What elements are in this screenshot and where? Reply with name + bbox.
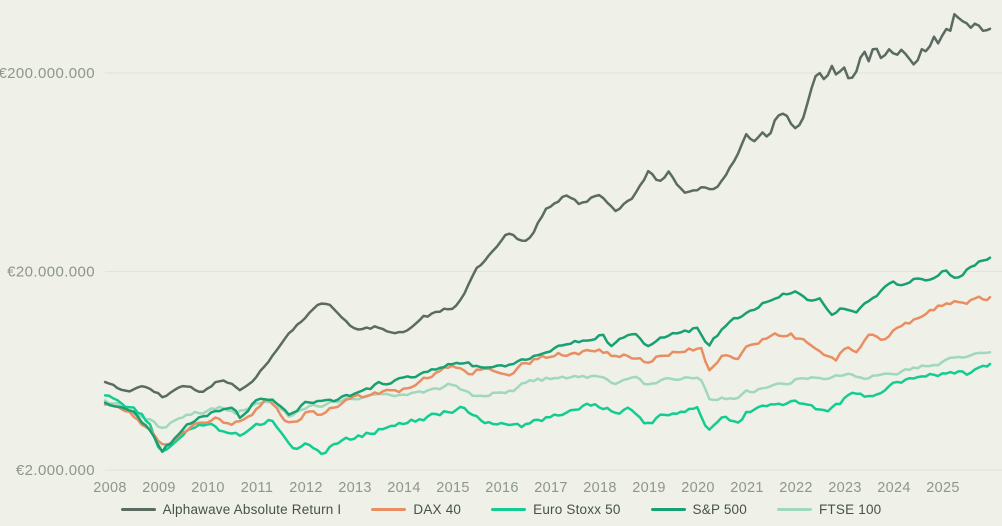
chart-legend: Alphawave Absolute Return I DAX 40 Euro St… xyxy=(0,502,1002,517)
x-tick-label-2011: 2011 xyxy=(241,480,273,496)
series-line-dax-40 xyxy=(103,295,992,446)
x-tick-label-2024: 2024 xyxy=(877,480,910,496)
legend-swatch-euro-stoxx-50 xyxy=(491,508,527,511)
x-tick-label-2021: 2021 xyxy=(730,480,763,496)
x-tick-label-2010: 2010 xyxy=(191,480,224,496)
x-tick-label-2022: 2022 xyxy=(779,480,812,496)
x-tick-label-2013: 2013 xyxy=(338,480,371,496)
y-axis: €200.000.000 €20.000.000 €2.000.000 xyxy=(0,65,95,479)
legend-swatch-s-p-500 xyxy=(650,508,686,511)
series-line-s-p-500 xyxy=(103,256,992,454)
legend-label-euro-stoxx-50: Euro Stoxx 50 xyxy=(533,502,621,517)
legend-item-ftse-100[interactable]: FTSE 100 xyxy=(776,502,882,517)
y-tick-label-200m: €200.000.000 xyxy=(0,65,95,82)
x-axis: 2008 2009 2010 2011 2012 2013 2014 2015 2016 2017… xyxy=(93,480,959,496)
series-lines xyxy=(103,12,992,456)
legend-swatch-ftse-100 xyxy=(776,508,812,511)
y-tick-label-2m: €2.000.000 xyxy=(16,462,95,479)
x-tick-label-2008: 2008 xyxy=(93,480,126,496)
legend-swatch-dax-40 xyxy=(371,508,407,511)
x-tick-label-2017: 2017 xyxy=(534,480,567,496)
series-line-alphawave-absolute-return-i xyxy=(103,12,992,399)
legend-item-s-p-500[interactable]: S&P 500 xyxy=(650,502,747,517)
legend-label-dax-40: DAX 40 xyxy=(413,502,462,517)
legend-swatch-alphawave-absolute-return-i xyxy=(120,508,156,511)
legend-label-s-p-500: S&P 500 xyxy=(692,502,747,517)
x-tick-label-2012: 2012 xyxy=(289,480,322,496)
x-tick-label-2009: 2009 xyxy=(142,480,175,496)
x-tick-label-2020: 2020 xyxy=(681,480,714,496)
series-line-euro-stoxx-50 xyxy=(103,362,992,456)
legend-label-ftse-100: FTSE 100 xyxy=(818,502,882,517)
gridlines xyxy=(105,72,1002,471)
y-tick-label-20m: €20.000.000 xyxy=(7,264,95,281)
x-tick-label-2025: 2025 xyxy=(926,480,959,496)
legend-item-alphawave-absolute-return-i[interactable]: Alphawave Absolute Return I xyxy=(120,502,342,517)
legend-label-alphawave-absolute-return-i: Alphawave Absolute Return I xyxy=(162,502,342,517)
x-tick-label-2016: 2016 xyxy=(485,480,518,496)
performance-chart: €200.000.000 €20.000.000 €2.000.000 2008… xyxy=(0,12,1002,496)
x-tick-label-2018: 2018 xyxy=(583,480,616,496)
x-tick-label-2014: 2014 xyxy=(387,480,420,496)
x-tick-label-2019: 2019 xyxy=(632,480,665,496)
legend-item-euro-stoxx-50[interactable]: Euro Stoxx 50 xyxy=(491,502,620,517)
x-tick-label-2015: 2015 xyxy=(436,480,469,496)
legend-item-dax-40[interactable]: DAX 40 xyxy=(371,502,461,517)
x-tick-label-2023: 2023 xyxy=(828,480,861,496)
